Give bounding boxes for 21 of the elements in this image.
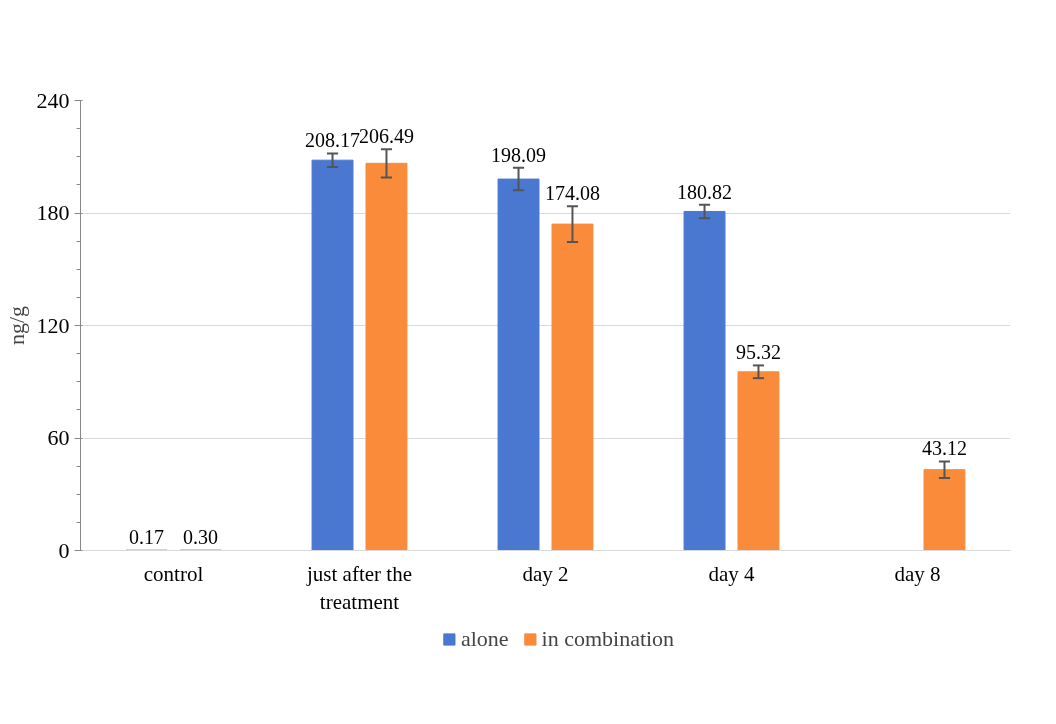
x-tick-label: day 4 — [708, 561, 756, 586]
data-label: 95.32 — [735, 341, 781, 364]
x-tick-label: just after the treatment — [306, 561, 412, 615]
y-tick-label: 120 — [36, 312, 70, 338]
x-tick-label: control — [143, 561, 204, 586]
data-label: 208.17 — [305, 129, 361, 152]
y-axis-title: ng/g — [3, 305, 29, 346]
data-label: 174.08 — [544, 182, 600, 205]
legend-label: alone — [460, 626, 509, 652]
y-tick-label: 60 — [47, 425, 70, 450]
x-tick-label: day 8 — [894, 561, 941, 586]
data-label: 43.12 — [921, 437, 967, 460]
y-tick-label: 0 — [58, 537, 70, 563]
data-label: 180.82 — [677, 180, 733, 203]
y-tick-label: 240 — [36, 87, 70, 113]
data-label: 0.17 — [129, 526, 165, 549]
data-label: 0.30 — [182, 525, 218, 548]
y-tick-label: 180 — [36, 200, 70, 225]
x-tick-label: day 2 — [522, 561, 569, 586]
legend-label: in combination — [541, 626, 675, 652]
data-label: 198.09 — [491, 143, 547, 166]
